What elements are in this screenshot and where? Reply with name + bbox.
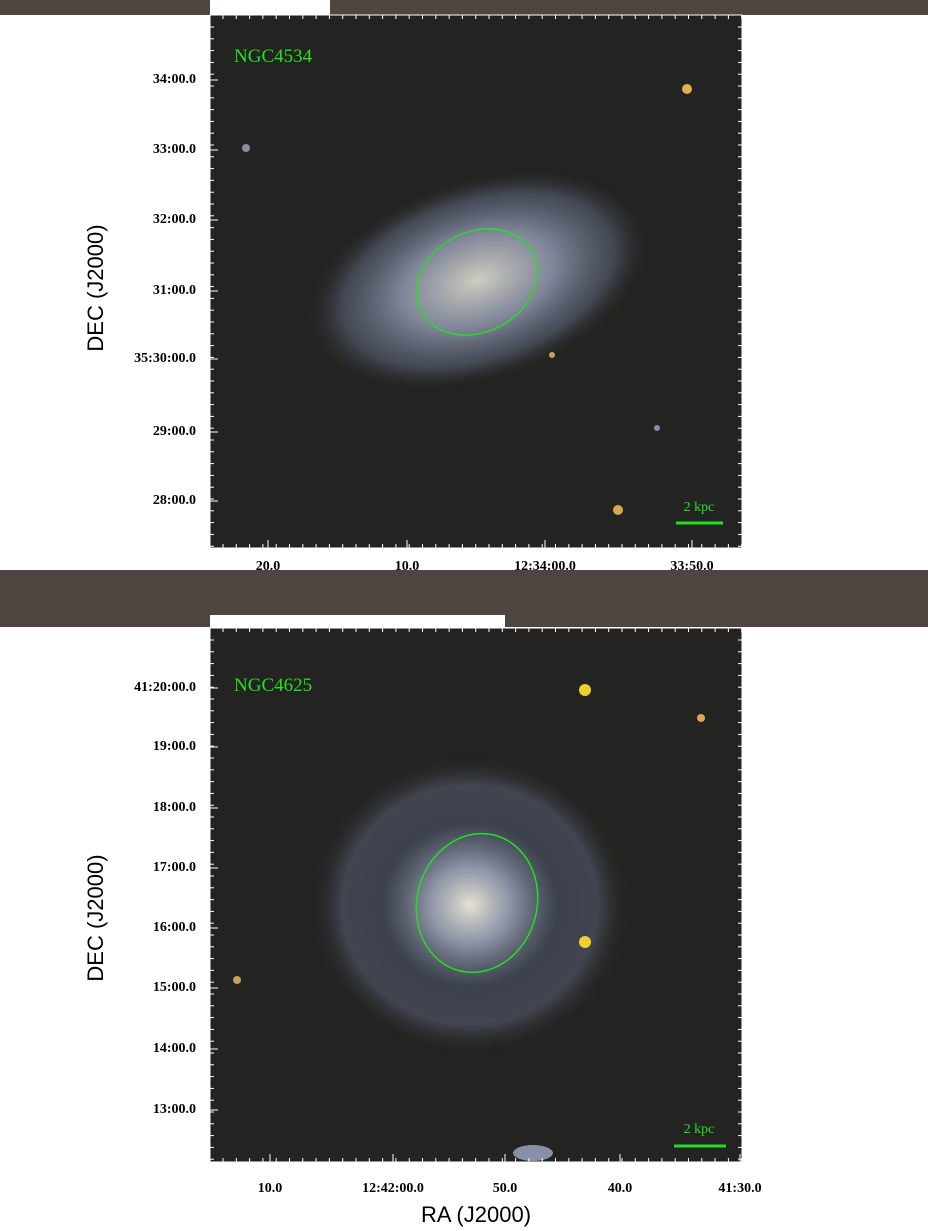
panel-image: NGC4625 2 kpc: [210, 628, 742, 1162]
panel-image: NGC4534 2 kpc: [210, 15, 742, 548]
x-tick-label: 10.0: [395, 559, 420, 574]
page: {"panels": [ {"name": "NGC4534", "dec_ti…: [0, 0, 928, 1231]
band: [0, 570, 928, 615]
x-tick-label: 41:30.0: [718, 1181, 761, 1196]
y-tick-label: 18:00.0: [153, 800, 196, 815]
y-axis-label: DEC (J2000): [83, 854, 108, 981]
star: [682, 84, 692, 94]
band: [330, 0, 928, 15]
star: [697, 714, 705, 722]
x-tick-label: 10.0: [258, 1181, 283, 1196]
galaxy-name: NGC4534: [234, 46, 313, 67]
scale-bar-label: 2 kpc: [684, 500, 715, 515]
x-tick-label: 50.0: [493, 1181, 518, 1196]
x-tick-label: 40.0: [608, 1181, 633, 1196]
x-tick-label: 12:34:00.0: [514, 559, 576, 574]
y-tick-label: 15:00.0: [153, 980, 196, 995]
band: [505, 615, 928, 627]
star: [549, 352, 555, 358]
star: [242, 144, 250, 152]
y-tick-label: 29:00.0: [153, 424, 196, 439]
figure: NGC4534 2 kpc NGC4625 2 kpc DEC (J2000) …: [0, 0, 928, 1231]
y-tick-label: 28:00.0: [153, 493, 196, 508]
star: [579, 936, 591, 948]
x-tick-label: 12:42:00.0: [362, 1181, 424, 1196]
y-tick-label: 32:00.0: [153, 212, 196, 227]
y-tick-label: 31:00.0: [153, 283, 196, 298]
band: [0, 615, 210, 627]
y-tick-label: 17:00.0: [153, 860, 196, 875]
galaxy-name: NGC4625: [234, 675, 312, 696]
y-tick-label: 14:00.0: [153, 1041, 196, 1056]
galaxy: [310, 755, 630, 1055]
y-tick-label: 35:30:00.0: [134, 351, 196, 366]
y-tick-label: 19:00.0: [153, 739, 196, 754]
y-tick-label: 13:00.0: [153, 1102, 196, 1117]
y-axis-label: DEC (J2000): [83, 224, 108, 351]
star: [513, 1145, 553, 1161]
x-axis-label: RA (J2000): [421, 1202, 531, 1227]
y-tick-label: 41:20:00.0: [134, 680, 196, 695]
x-tick-label: 20.0: [256, 559, 281, 574]
y-tick-label: 33:00.0: [153, 142, 196, 157]
star: [613, 505, 623, 515]
star: [233, 976, 241, 984]
scale-bar-label: 2 kpc: [684, 1122, 715, 1137]
y-tick-label: 34:00.0: [153, 72, 196, 87]
star: [654, 425, 660, 431]
x-tick-label: 33:50.0: [670, 559, 713, 574]
star: [579, 684, 591, 696]
band: [0, 0, 210, 15]
y-tick-label: 16:00.0: [153, 920, 196, 935]
